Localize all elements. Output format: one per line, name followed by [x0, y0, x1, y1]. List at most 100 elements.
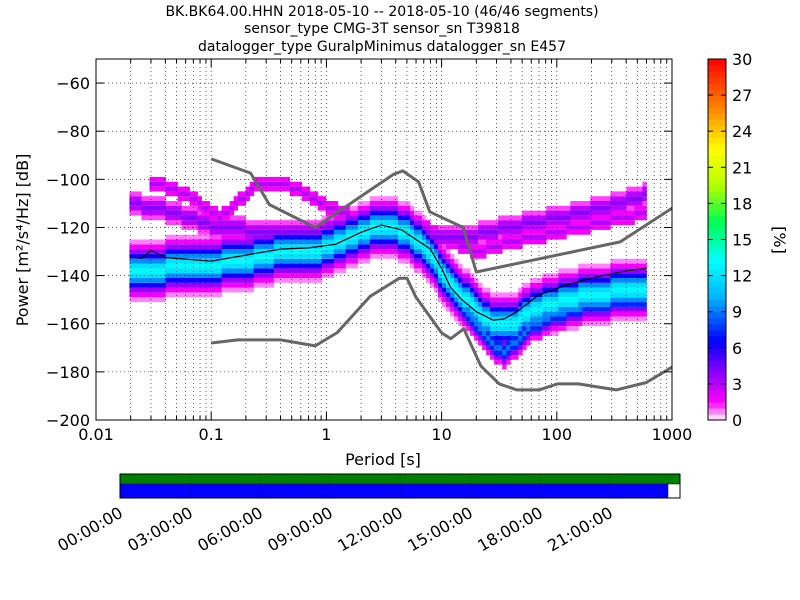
heatmap-cell — [558, 316, 563, 322]
heatmap-cell — [502, 355, 507, 360]
heatmap-cell — [141, 196, 146, 201]
heatmap-cell — [213, 273, 218, 278]
heatmap-cell — [233, 196, 238, 201]
heatmap-cell — [430, 268, 435, 274]
heatmap-cell — [153, 292, 158, 298]
heatmap-cell — [506, 331, 511, 336]
heatmap-cell — [418, 263, 423, 269]
heatmap-cell — [410, 244, 415, 250]
heatmap-cell — [181, 234, 186, 240]
heatmap-cell — [357, 239, 363, 245]
heatmap-cell — [566, 268, 571, 274]
heatmap-cell — [510, 244, 515, 250]
heatmap-cell — [642, 302, 647, 307]
heatmap-cell — [494, 326, 499, 331]
heatmap-cell — [578, 297, 583, 303]
heatmap-cell — [478, 326, 483, 331]
heatmap-cell — [241, 215, 246, 221]
heatmap-cell — [618, 220, 623, 225]
y-tick-label: −200 — [46, 411, 90, 430]
heatmap-cell — [297, 191, 303, 197]
heatmap-cell — [638, 302, 643, 307]
heatmap-cell — [161, 244, 166, 250]
heatmap-cell — [393, 239, 399, 245]
heatmap-cell — [414, 268, 419, 274]
heatmap-cell — [438, 229, 443, 235]
heatmap-cell — [181, 220, 186, 225]
heatmap-cell — [129, 292, 134, 298]
heatmap-cell — [169, 273, 174, 278]
heatmap-cell — [490, 249, 495, 254]
heatmap-cell — [353, 229, 359, 235]
heatmap-cell — [402, 253, 407, 259]
heatmap-cell — [406, 244, 411, 250]
heatmap-cell — [630, 210, 635, 216]
heatmap-cell — [225, 287, 230, 293]
heatmap-cell — [233, 225, 238, 230]
heatmap-cell — [510, 220, 515, 225]
heatmap-cell — [221, 239, 226, 245]
heatmap-cell — [189, 220, 194, 225]
heatmap-cell — [157, 215, 162, 221]
heatmap-cell — [349, 220, 355, 225]
heatmap-cell — [209, 244, 214, 250]
heatmap-cell — [213, 220, 218, 225]
heatmap-cell — [321, 258, 327, 264]
heatmap-cell — [458, 302, 463, 307]
heatmap-cell — [566, 302, 571, 307]
heatmap-cell — [494, 292, 499, 298]
heatmap-cell — [526, 335, 531, 341]
heatmap-cell — [369, 244, 375, 250]
heatmap-cell — [333, 220, 339, 225]
heatmap-cell — [402, 244, 407, 250]
heatmap-cell — [301, 249, 307, 254]
heatmap-cell — [630, 268, 635, 274]
heatmap-cell — [630, 220, 635, 225]
heatmap-cell — [458, 311, 463, 317]
heatmap-cell — [229, 239, 234, 245]
heatmap-cell — [422, 229, 427, 235]
heatmap-cell — [402, 239, 407, 245]
heatmap-cell — [518, 326, 523, 331]
heatmap-cell — [490, 220, 495, 225]
heatmap-cell — [486, 311, 491, 317]
heatmap-cell — [418, 234, 423, 240]
heatmap-cell — [201, 239, 206, 245]
heatmap-cell — [157, 278, 162, 283]
heatmap-cell — [273, 244, 279, 250]
heatmap-cell — [558, 205, 563, 211]
heatmap-cell — [574, 215, 579, 221]
heatmap-cell — [169, 282, 174, 288]
heatmap-cell — [317, 234, 323, 240]
heatmap-cell — [353, 253, 359, 259]
heatmap-cell — [165, 205, 170, 211]
heatmap-cell — [277, 249, 283, 254]
heatmap-cell — [498, 302, 503, 307]
heatmap-cell — [450, 258, 455, 264]
heatmap-cell — [638, 210, 643, 216]
heatmap-cell — [498, 244, 503, 250]
heatmap-cell — [193, 220, 198, 225]
heatmap-cell — [297, 278, 303, 283]
heatmap-cell — [614, 311, 619, 317]
heatmap-cell — [269, 273, 275, 278]
heatmap-cell — [229, 210, 234, 216]
heatmap-cell — [498, 355, 503, 360]
heatmap-cell — [462, 311, 467, 317]
heatmap-cell — [273, 229, 279, 235]
heatmap-cell — [502, 340, 507, 346]
heatmap-cell — [606, 215, 611, 221]
heatmap-cell — [393, 249, 399, 254]
heatmap-cell — [197, 287, 202, 293]
heatmap-cell — [418, 244, 423, 250]
heatmap-cell — [578, 220, 583, 225]
heatmap-cell — [614, 220, 619, 225]
heatmap-cell — [357, 258, 363, 264]
heatmap-cell — [622, 306, 627, 312]
heatmap-cell — [225, 249, 230, 254]
heatmap-cell — [414, 244, 419, 250]
heatmap-cell — [185, 244, 190, 250]
heatmap-cell — [221, 282, 226, 288]
heatmap-cell — [590, 292, 595, 298]
